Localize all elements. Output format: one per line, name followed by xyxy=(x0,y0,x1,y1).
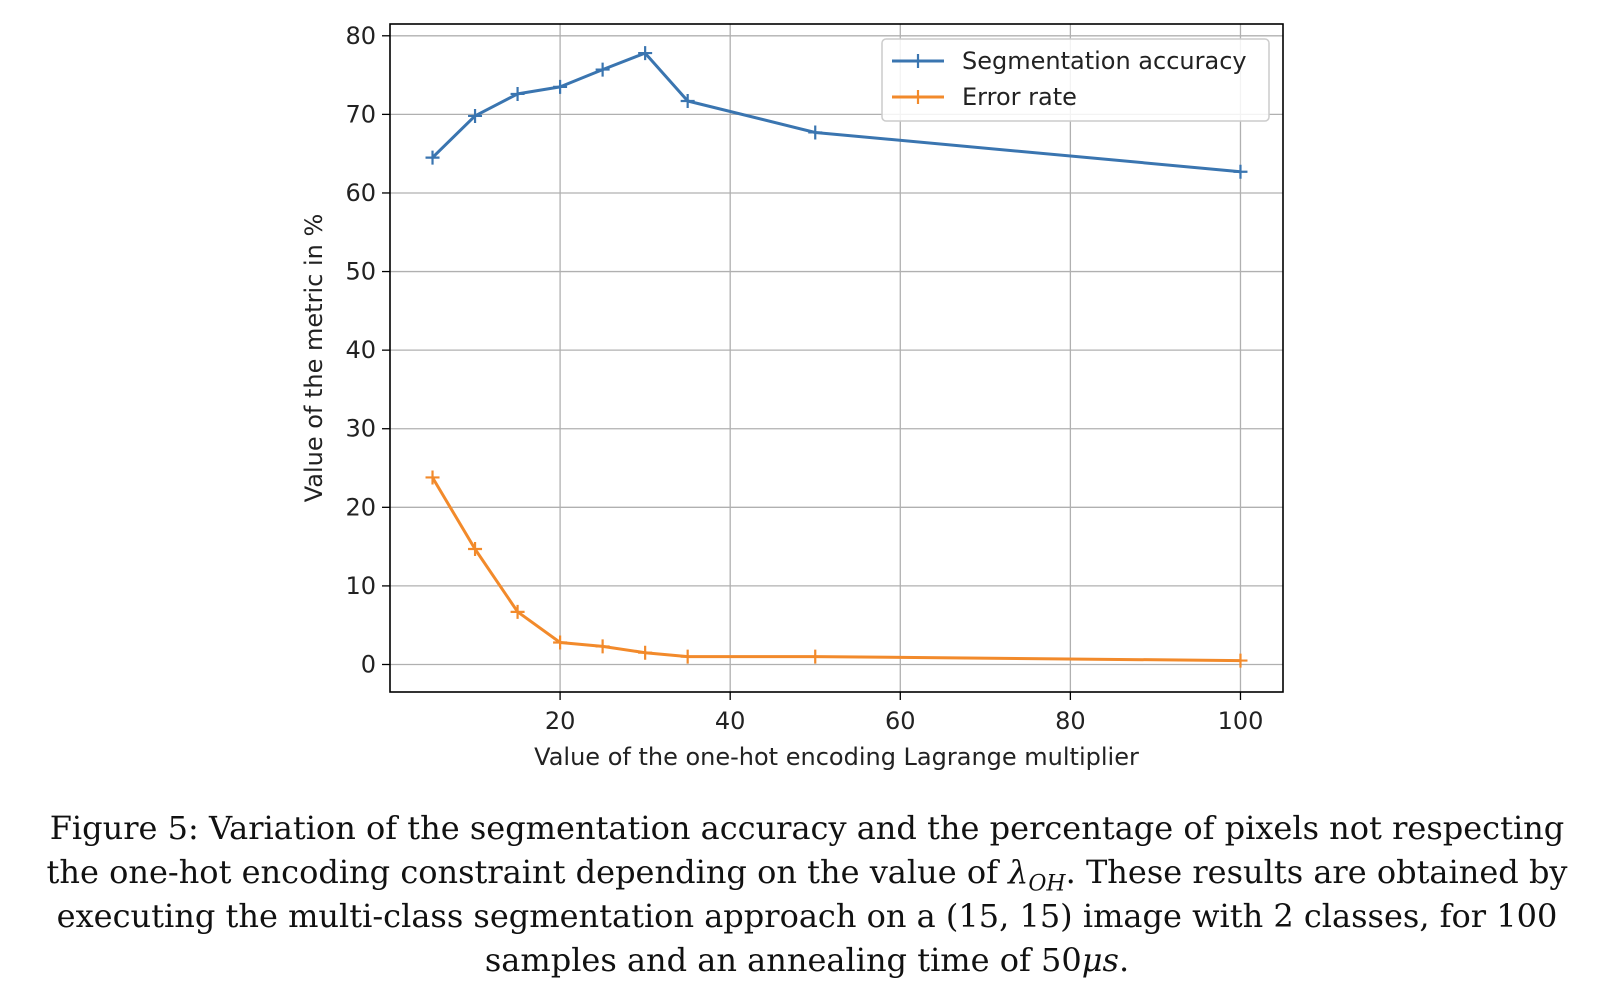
y-tick-label: 30 xyxy=(345,415,376,443)
caption-text-1: Variation of the segmentation accuracy a… xyxy=(46,809,1565,891)
data-point-marker xyxy=(510,86,525,101)
series-1 xyxy=(425,46,1248,179)
data-point-marker xyxy=(638,645,653,660)
legend-items: Segmentation accuracy Error rate xyxy=(892,47,1247,111)
y-tick-label: 80 xyxy=(345,22,376,50)
x-tick-label: 80 xyxy=(1055,707,1086,735)
data-point-marker xyxy=(808,125,823,140)
data-point-marker xyxy=(1233,653,1248,668)
y-tick-label: 10 xyxy=(345,572,376,600)
caption-lambda-symbol: λ xyxy=(1008,853,1029,891)
caption-label: Figure 5: xyxy=(49,809,199,847)
x-tick-label: 20 xyxy=(545,707,576,735)
caption-time-unit: μs xyxy=(1081,941,1119,979)
data-point-marker xyxy=(510,604,525,619)
x-axis-label: Value of the one-hot encoding Lagrange m… xyxy=(534,743,1139,771)
y-tick-label: 0 xyxy=(361,650,376,678)
data-point-marker xyxy=(680,649,695,664)
caption-text-4: . xyxy=(1118,941,1130,979)
y-tick-label: 20 xyxy=(345,493,376,521)
chart-figure: 20 40 60 80 100 0 10 20 30 40 50 60 70 80 Value of th… xyxy=(300,22,1284,771)
caption-tuple: (15, 15) xyxy=(945,897,1073,935)
caption-time-value: 50 xyxy=(1041,941,1082,979)
y-tick-label: 60 xyxy=(345,179,376,207)
data-point-marker xyxy=(680,94,695,109)
legend-swatch-marker xyxy=(911,90,925,104)
data-point-marker xyxy=(468,108,483,123)
data-point-marker xyxy=(553,79,568,94)
data-point-marker xyxy=(595,639,610,654)
caption-lambda-subscript: OH xyxy=(1028,871,1066,897)
plot-frame xyxy=(389,23,1284,693)
legend: Segmentation accuracy Error rate xyxy=(881,38,1270,122)
legend-swatch-marker xyxy=(911,54,925,68)
data-point-marker xyxy=(808,649,823,664)
axis-ticks: 20 40 60 80 100 0 10 20 30 40 50 60 70 80 xyxy=(345,22,1263,735)
data-point-marker xyxy=(553,635,568,650)
data-point-marker xyxy=(1233,164,1248,179)
legend-label: Error rate xyxy=(962,83,1077,111)
y-tick-label: 40 xyxy=(345,336,376,364)
x-tick-label: 40 xyxy=(715,707,746,735)
y-axis-label: Value of the metric in % xyxy=(300,214,328,503)
legend-entry: Error rate xyxy=(892,83,1077,111)
series-line xyxy=(431,476,1241,663)
x-tick-label: 60 xyxy=(885,707,916,735)
data-point-marker xyxy=(425,150,440,165)
data-point-marker xyxy=(425,470,440,485)
x-tick-label: 100 xyxy=(1218,707,1264,735)
y-tick-label: 70 xyxy=(345,100,376,128)
caption-text-2: . These results are obtained by executin… xyxy=(56,853,1568,935)
data-point-marker xyxy=(468,541,483,556)
legend-entry: Segmentation accuracy xyxy=(892,47,1247,75)
caption-text-3: image with 2 classes, for 100 samples an… xyxy=(484,897,1558,979)
legend-box xyxy=(881,38,1270,122)
grid xyxy=(390,24,1283,692)
data-point-marker xyxy=(638,46,653,61)
data-point-marker xyxy=(595,62,610,77)
figure-caption: Figure 5: Variation of the segmentation … xyxy=(20,806,1594,982)
series-group xyxy=(425,46,1248,668)
legend-label: Segmentation accuracy xyxy=(962,47,1247,75)
series-2 xyxy=(425,470,1248,668)
line-chart: 20 40 60 80 100 0 10 20 30 40 50 60 70 80 Value of th… xyxy=(300,22,1284,771)
y-tick-label: 50 xyxy=(345,258,376,286)
